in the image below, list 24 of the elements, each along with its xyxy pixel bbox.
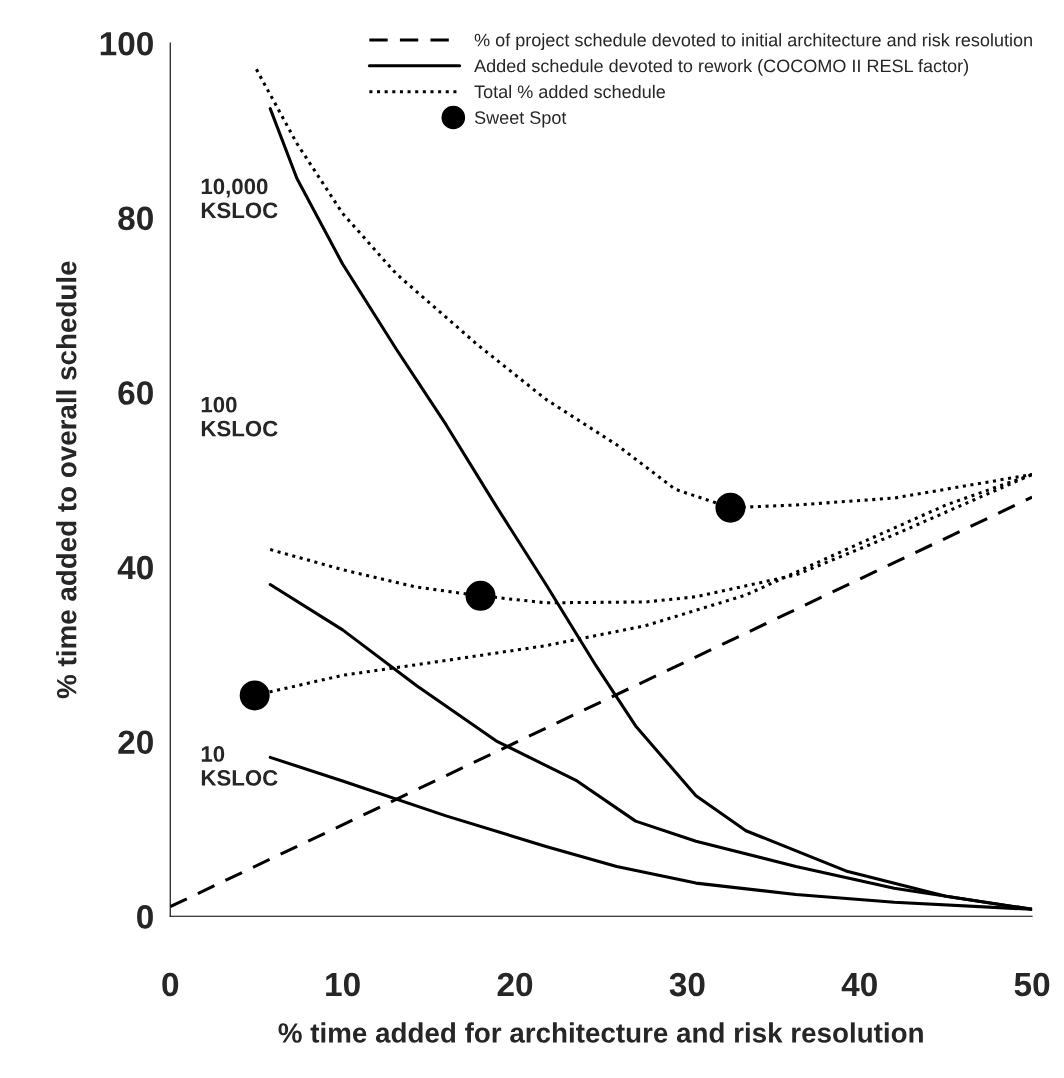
legend-label: Sweet Spot — [474, 111, 567, 128]
y-tick-label: 100 — [100, 31, 153, 56]
legend-label: Added schedule devoted to rework (COCOMO II RESL factor) — [474, 59, 969, 76]
legend-label: % of project schedule devoted to initial architecture and risk resolution — [474, 33, 1032, 51]
annotation: 100 KSLOC — [201, 396, 278, 437]
x-axis-title: % time added for architecture and risk resolution — [278, 1022, 923, 1043]
x-tick-label: 40 — [841, 972, 877, 997]
point — [465, 580, 496, 611]
annotation: 10,000 KSLOC — [201, 178, 278, 219]
annotation: 10 KSLOC — [201, 746, 278, 786]
x-tick-label: 20 — [497, 972, 533, 997]
x-tick-label: 30 — [669, 972, 705, 997]
x-tick-label: 10 — [326, 972, 360, 997]
legend-label: Total % added schedule — [474, 84, 665, 99]
point — [715, 492, 746, 523]
y-tick-label: 60 — [118, 381, 153, 405]
x-tick-label: 50 — [1014, 972, 1050, 997]
y-tick-label: 0 — [137, 905, 153, 929]
y-tick-label: 80 — [118, 206, 153, 231]
x-tick-label: 0 — [162, 972, 179, 997]
point — [239, 680, 270, 711]
y-tick-label: 40 — [117, 555, 153, 580]
y-axis-title: % time added to overall schedule — [56, 261, 77, 699]
y-tick-label: 20 — [118, 730, 153, 755]
